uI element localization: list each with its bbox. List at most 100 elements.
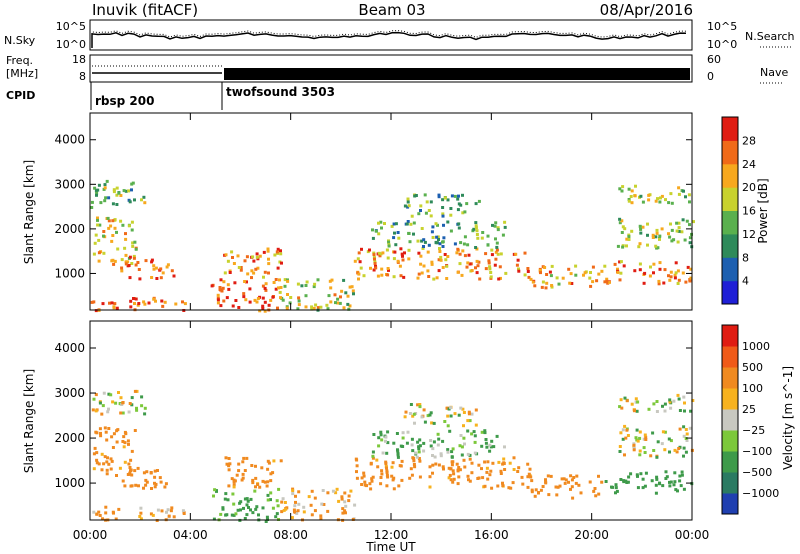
echo-cell	[380, 267, 384, 271]
echo-cell	[130, 449, 134, 453]
echo-cell	[249, 508, 252, 512]
echo-cell	[501, 233, 505, 237]
echo-cell	[460, 445, 464, 449]
echo-cell	[545, 273, 549, 276]
echo-cell	[451, 447, 455, 451]
echo-cell	[458, 444, 462, 448]
echo-cell	[223, 497, 227, 501]
echo-cell	[387, 268, 390, 272]
echo-cell	[459, 406, 463, 410]
echo-cell	[457, 226, 461, 230]
echo-cell	[133, 469, 137, 473]
echo-cell	[210, 284, 214, 288]
echo-cell	[458, 468, 462, 472]
echo-cell	[636, 474, 639, 478]
echo-cell	[441, 266, 445, 269]
echo-cell	[420, 271, 424, 275]
echo-cell	[493, 263, 497, 267]
echo-cell	[603, 264, 607, 268]
echo-cell	[476, 264, 480, 268]
echo-cell	[489, 271, 493, 274]
echo-cell	[368, 482, 372, 486]
echo-cell	[413, 421, 416, 425]
echo-cell	[548, 270, 552, 274]
echo-cell	[411, 414, 415, 418]
echo-cell	[407, 231, 411, 235]
echo-cell	[669, 439, 673, 443]
echo-cell	[120, 258, 124, 262]
echo-cell	[677, 278, 681, 282]
echo-cell	[429, 214, 433, 218]
echo-cell	[457, 466, 461, 469]
noise-panel: N.Sky 10^5 10^0 10^5 10^0 N.Search	[4, 19, 795, 51]
echo-cell	[279, 252, 283, 256]
echo-cell	[104, 430, 108, 434]
echo-cell	[128, 276, 132, 280]
echo-cell	[395, 432, 399, 435]
echo-cell	[626, 480, 630, 484]
echo-cell	[246, 499, 250, 503]
velocity-panel: 1000 2000 3000 4000 Slant Range [km] 1000 50…	[22, 320, 795, 523]
echo-cell	[152, 264, 156, 268]
echo-cell	[549, 474, 553, 478]
echo-cell	[312, 285, 316, 289]
noise-sky-line	[91, 31, 687, 48]
echo-cell	[456, 270, 460, 274]
echo-cell	[560, 477, 564, 481]
echo-cell	[468, 479, 472, 483]
noise-left-tick-bottom: 10^0	[56, 38, 86, 51]
echo-cell	[656, 197, 659, 201]
y-tick-label: 4000	[54, 133, 85, 147]
echo-cell	[683, 409, 686, 413]
echo-cell	[355, 470, 358, 474]
echo-cell	[526, 485, 530, 489]
echo-cell	[386, 475, 390, 479]
echo-cell	[266, 498, 270, 502]
echo-cell	[521, 482, 525, 486]
echo-cell	[251, 511, 255, 515]
echo-cell	[275, 250, 279, 254]
echo-cell	[271, 471, 275, 475]
echo-cell	[537, 491, 540, 495]
echo-cell	[437, 437, 441, 441]
echo-cell	[437, 193, 441, 197]
echo-cell	[338, 301, 342, 305]
echo-cell	[616, 244, 620, 248]
echo-cell	[257, 513, 260, 517]
echo-cell	[453, 412, 457, 416]
echo-cell	[348, 285, 352, 289]
colorbar-tick-label: 1000	[742, 340, 770, 353]
echo-cell	[92, 467, 96, 471]
echo-cell	[102, 230, 106, 233]
echo-cell	[377, 232, 381, 236]
echo-cell	[668, 398, 672, 402]
echo-cell	[672, 483, 676, 487]
echo-cell	[550, 264, 554, 268]
echo-cell	[237, 266, 241, 269]
echo-cell	[491, 223, 494, 227]
echo-cell	[102, 234, 105, 238]
echo-cell	[613, 262, 617, 266]
echo-cell	[404, 410, 408, 414]
echo-cell	[503, 445, 506, 449]
echo-cell	[462, 424, 465, 428]
echo-cell	[94, 409, 98, 413]
echo-cell	[386, 267, 390, 270]
echo-cell	[620, 219, 624, 223]
echo-cell	[166, 508, 170, 512]
echo-cell	[557, 282, 561, 286]
echo-cell	[689, 276, 693, 280]
echo-cell	[231, 304, 235, 308]
echo-cell	[474, 423, 478, 427]
echo-cell	[636, 439, 640, 443]
x-tick-label: 00:00	[675, 528, 710, 542]
echo-region	[529, 264, 607, 290]
echo-cell	[503, 225, 507, 229]
echo-cell	[474, 266, 477, 270]
echo-cell	[295, 511, 299, 515]
echo-cell	[124, 232, 127, 236]
echo-cell	[329, 286, 333, 290]
echo-cell	[132, 254, 136, 258]
echo-cell	[417, 272, 421, 276]
echo-cell	[144, 259, 148, 263]
